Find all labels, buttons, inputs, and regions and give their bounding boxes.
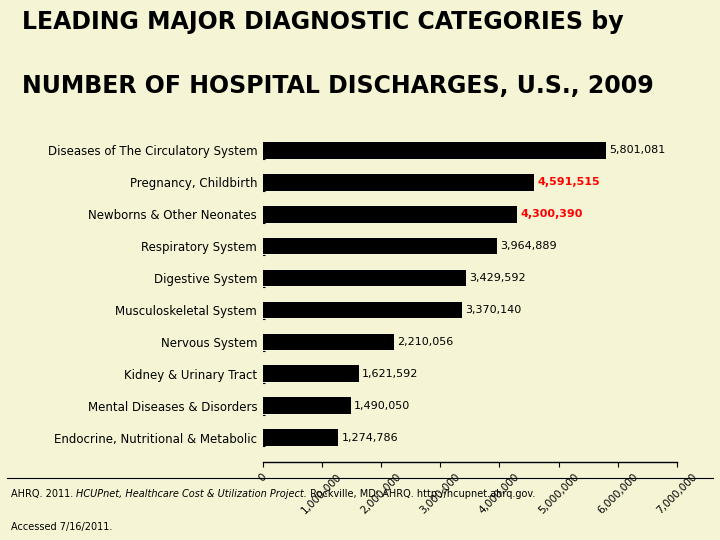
Text: 1,274,786: 1,274,786 — [341, 433, 398, 443]
Text: AHRQ. 2011.: AHRQ. 2011. — [11, 489, 76, 500]
Bar — [263, 238, 498, 254]
Bar — [263, 334, 394, 350]
Text: 3,429,592: 3,429,592 — [469, 273, 526, 283]
Text: HCUPnet, Healthcare Cost & Utilization Project.: HCUPnet, Healthcare Cost & Utilization P… — [76, 489, 307, 500]
Text: 3,964,889: 3,964,889 — [500, 241, 557, 251]
Text: Accessed 7/16/2011.: Accessed 7/16/2011. — [11, 523, 112, 532]
Text: NUMBER OF HOSPITAL DISCHARGES, U.S., 2009: NUMBER OF HOSPITAL DISCHARGES, U.S., 200… — [22, 73, 653, 98]
Text: 3,370,140: 3,370,140 — [465, 305, 521, 315]
Text: 4,300,390: 4,300,390 — [521, 209, 582, 219]
Bar — [263, 397, 351, 414]
Bar — [263, 366, 359, 382]
Text: 2,210,056: 2,210,056 — [397, 337, 453, 347]
Bar — [263, 142, 606, 159]
Bar — [263, 429, 338, 446]
Text: 1,621,592: 1,621,592 — [362, 369, 418, 379]
Text: 5,801,081: 5,801,081 — [609, 145, 665, 156]
Text: Rockville, MD: AHRQ. http://hcupnet.ahrq.gov.: Rockville, MD: AHRQ. http://hcupnet.ahrq… — [307, 489, 536, 500]
Bar — [263, 302, 462, 318]
Text: LEADING MAJOR DIAGNOSTIC CATEGORIES by: LEADING MAJOR DIAGNOSTIC CATEGORIES by — [22, 10, 624, 33]
Bar — [263, 270, 466, 286]
Bar — [263, 206, 517, 222]
Text: 4,591,515: 4,591,515 — [538, 177, 600, 187]
Bar — [263, 174, 534, 191]
Text: 1,490,050: 1,490,050 — [354, 401, 410, 410]
